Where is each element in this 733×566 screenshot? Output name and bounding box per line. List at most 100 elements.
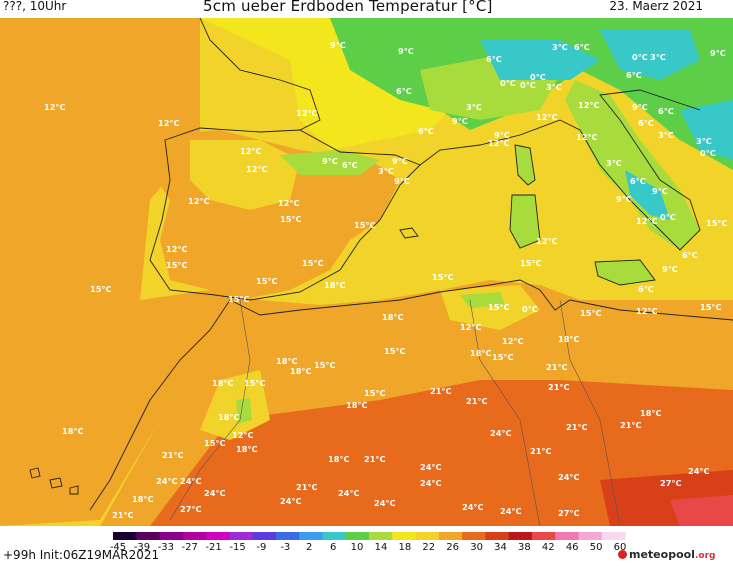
alps-cold-area — [480, 40, 600, 80]
temperature-label: 24°C — [462, 502, 484, 512]
temperature-label: 0°C — [530, 72, 546, 82]
forecast-time-label: ???, 10Uhr — [3, 0, 67, 13]
logo-tld: .org — [694, 551, 716, 561]
temperature-label: 9°C — [632, 102, 648, 112]
temperature-label: 15°C — [384, 346, 406, 356]
legend-swatch — [369, 532, 393, 540]
legend-swatch — [601, 532, 626, 540]
border-morocco — [169, 299, 251, 521]
temperature-label: 15°C — [700, 302, 722, 312]
legend-tick-label: -27 — [182, 542, 198, 553]
temperature-label: 9°C — [652, 186, 668, 196]
temperature-label: 15°C — [90, 284, 112, 294]
temperature-label: 24°C — [688, 466, 710, 476]
temperature-label: 12°C — [536, 236, 558, 246]
legend-tick-label: -21 — [205, 542, 221, 553]
temperature-label: 0°C — [500, 78, 516, 88]
legend-tick-label: 6 — [330, 542, 336, 553]
temperature-label: 15°C — [706, 218, 728, 228]
legend-tick-label: 60 — [614, 542, 627, 553]
temperature-label: 12°C — [158, 118, 180, 128]
legend-swatch — [531, 532, 556, 540]
meteopool-logo[interactable]: meteopool.org — [618, 548, 715, 561]
hottest-area — [670, 495, 733, 526]
temperature-label: 15°C — [364, 388, 386, 398]
temperature-label: 24°C — [338, 488, 360, 498]
legend-tick-label: -15 — [229, 542, 245, 553]
legend-swatch — [159, 532, 184, 540]
temperature-label: 18°C — [382, 312, 404, 322]
legend-swatch — [392, 532, 417, 540]
border-algeria — [469, 299, 541, 526]
temperature-label: 12°C — [636, 216, 658, 226]
temperature-label: 15°C — [520, 258, 542, 268]
temperature-label: 12°C — [188, 196, 210, 206]
temperature-label: 15°C — [492, 352, 514, 362]
temperature-label: 12°C — [240, 146, 262, 156]
map-title: 5cm ueber Erdboden Temperatur [°C] — [203, 0, 493, 15]
temperature-label: 18°C — [276, 356, 298, 366]
legend-tick-label: 30 — [470, 542, 483, 553]
temperature-label: 24°C — [500, 506, 522, 516]
temperature-label: 24°C — [156, 476, 178, 486]
legend-tick-label: 22 — [422, 542, 435, 553]
legend-tick-label: 10 — [351, 542, 364, 553]
legend-tick-label: 50 — [590, 542, 603, 553]
legend-swatch — [555, 532, 579, 540]
logo-text: meteopool — [629, 548, 695, 561]
legend-tick-label: -39 — [134, 542, 150, 553]
temperature-label: 15°C — [256, 276, 278, 286]
temperature-label: 24°C — [180, 476, 202, 486]
temperature-label: 18°C — [470, 348, 492, 358]
sahara-area — [150, 380, 733, 526]
legend-tick-label: -33 — [158, 542, 174, 553]
temperature-label: 9°C — [616, 194, 632, 204]
temperature-label: 18°C — [558, 334, 580, 344]
temperature-label: 18°C — [328, 454, 350, 464]
temperature-label: 15°C — [354, 220, 376, 230]
legend-swatch — [485, 532, 510, 540]
temperature-label: 15°C — [280, 214, 302, 224]
temperature-label: 21°C — [162, 450, 184, 460]
temperature-label: 15°C — [302, 258, 324, 268]
atlas-green-area — [460, 292, 505, 308]
legend-swatch — [136, 532, 161, 540]
temperature-label: 27°C — [180, 504, 202, 514]
temperature-label: 21°C — [620, 420, 642, 430]
temperature-label: 6°C — [486, 54, 502, 64]
temperature-label: 0°C — [522, 304, 538, 314]
temperature-label: 6°C — [682, 250, 698, 260]
east-cold-area — [600, 30, 700, 80]
temperature-labels: 9°C9°C6°C3°C 6°C0°C 3°C 9°C0°C0°C0°C 3°C6°C6… — [44, 40, 728, 520]
temperature-label: 21°C — [296, 482, 318, 492]
temperature-label: 15°C — [244, 378, 266, 388]
france-coast — [199, 18, 321, 131]
legend-swatch — [438, 532, 463, 540]
temperature-label: 9°C — [322, 156, 338, 166]
temperature-label: 9°C — [452, 116, 468, 126]
temperature-label: 6°C — [626, 70, 642, 80]
atlas-west-area — [200, 370, 270, 440]
temperature-label: 0°C — [520, 80, 536, 90]
sicily-area — [595, 260, 655, 285]
italy-coast — [559, 89, 701, 251]
temperature-label: 27°C — [558, 508, 580, 518]
legend-tick-label: 18 — [398, 542, 411, 553]
temperature-label: 0°C — [700, 148, 716, 158]
temperature-label: 24°C — [490, 428, 512, 438]
forecast-date: 23. Maerz 2021 — [609, 0, 703, 13]
legend-swatch — [275, 532, 300, 540]
balkan-cold-area — [680, 100, 733, 160]
temperature-label: 27°C — [660, 478, 682, 488]
temperature-label: 6°C — [638, 284, 654, 294]
temperature-label: 18°C — [324, 280, 346, 290]
legend-swatch — [252, 532, 277, 540]
temperature-label: 12°C — [460, 322, 482, 332]
legend-swatch — [299, 532, 323, 540]
temperature-label: 12°C — [488, 138, 510, 148]
legend-swatch — [113, 532, 137, 540]
iberia-north-area — [190, 140, 300, 210]
temperature-label: 6°C — [638, 118, 654, 128]
temperature-label: 18°C — [62, 426, 84, 436]
temperature-label: 9°C — [330, 40, 346, 50]
